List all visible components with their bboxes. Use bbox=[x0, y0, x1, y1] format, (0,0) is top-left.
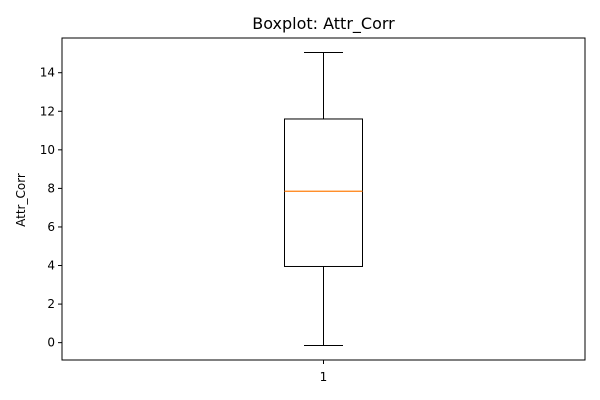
y-tick-label: 12 bbox=[40, 104, 55, 118]
y-tick-label: 2 bbox=[47, 297, 55, 311]
y-axis-label: Attr_Corr bbox=[14, 173, 28, 227]
chart-title: Boxplot: Attr_Corr bbox=[252, 14, 395, 34]
y-tick-label: 10 bbox=[40, 143, 55, 157]
x-tick-label: 1 bbox=[320, 370, 328, 384]
plot-area: 0 2 4 6 8 10 12 14 1 bbox=[40, 37, 586, 384]
y-tick-label: 14 bbox=[40, 66, 55, 80]
y-tick-label: 6 bbox=[47, 220, 55, 234]
y-tick-label: 8 bbox=[47, 181, 55, 195]
y-tick-label: 4 bbox=[47, 259, 55, 273]
y-tick-label: 0 bbox=[47, 336, 55, 350]
box-iqr bbox=[284, 118, 363, 267]
